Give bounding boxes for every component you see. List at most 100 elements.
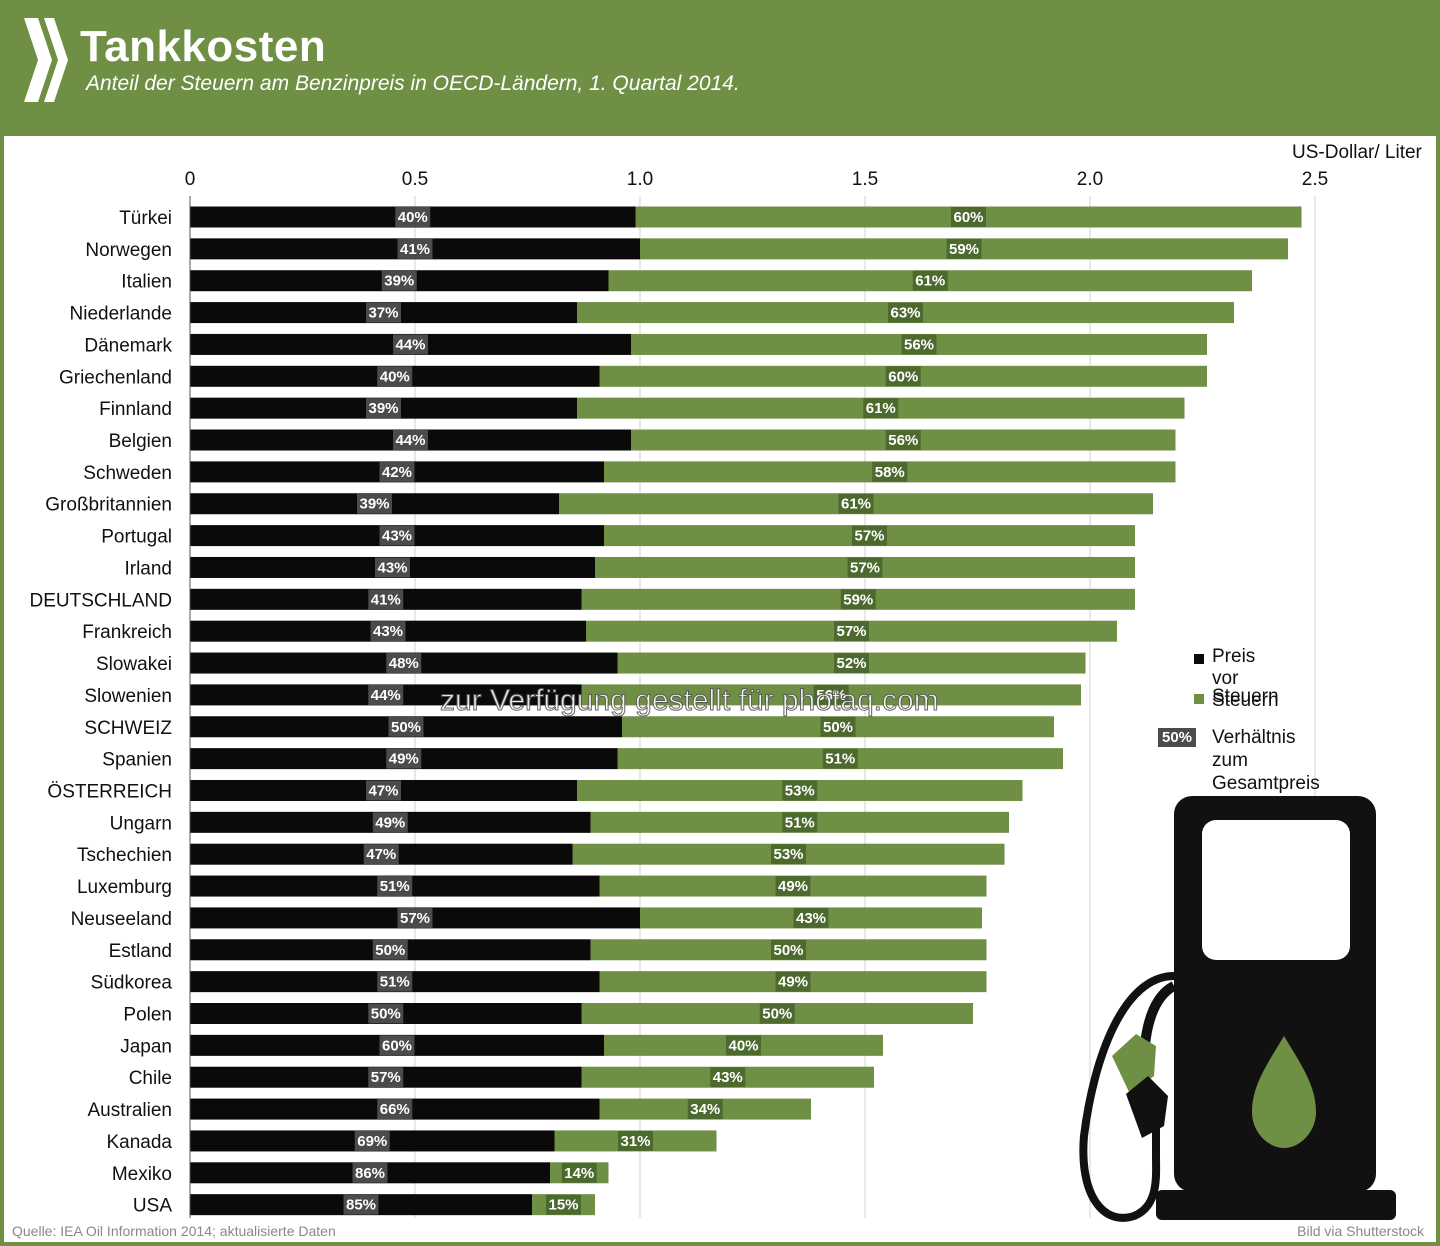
ratio-badge-label: 49% [778,878,808,895]
ratio-badge-label: 14% [564,1165,594,1182]
ratio-badge [775,971,811,992]
ratio-badge-label: 50% [773,942,803,959]
ratio-badge-label: 47% [366,846,396,863]
ratio-badge [366,302,401,323]
ratio-badge [872,461,908,482]
category-label: Dänemark [84,335,172,356]
ratio-badge [813,684,849,705]
ratio-badge [782,812,818,833]
ratio-badge-label: 43% [373,623,403,640]
ratio-badge [370,621,406,642]
ratio-badge [951,207,986,227]
ratio-badge [834,653,869,674]
ratio-badge-label: 51% [785,814,815,831]
category-label: DEUTSCHLAND [29,590,172,611]
category-label: Schweden [83,463,172,484]
ratio-badge [546,1194,581,1215]
category-label: Neuseeland [71,909,172,930]
ratio-badge-label: 60% [382,1037,412,1054]
ratio-badge [782,780,818,801]
x-tick-label: 2.0 [1077,169,1103,190]
category-label: Slowakei [96,654,172,675]
ratio-badge [352,1162,388,1183]
bar-chart: 0 0.5 1.0 1.5 2.0 2.5 Türkei 40% 60% Norwegen 41% 5… [29,169,1328,1218]
ratio-badge [775,876,811,897]
category-label: Großbritannien [45,495,172,516]
ratio-badge [793,907,829,928]
ratio-badge-label: 40% [398,209,428,226]
ratio-badge [618,1130,653,1151]
category-label: Luxemburg [77,877,172,898]
ratio-badge [377,366,413,387]
ratio-badge [863,398,899,419]
ratio-badge [397,907,433,928]
category-label: Irland [124,558,172,579]
x-tick-label: 0.5 [402,169,428,190]
category-label: ÖSTERREICH [47,781,172,802]
fuel-drop-icon [1252,1036,1316,1148]
ratio-badge-label: 43% [713,1069,743,1086]
legend-ratio-badge: 50% [1158,728,1197,747]
ratio-badge [386,653,422,674]
ratio-badge-label: 60% [953,209,983,226]
ratio-badge-label: 51% [380,878,410,895]
ratio-badge [375,557,410,578]
ratio-badge-label: 63% [890,305,920,322]
ratio-badge [377,971,413,992]
category-label: Finnland [99,399,172,420]
ratio-badge [393,430,428,451]
category-label: Türkei [119,208,172,229]
ratio-badge [366,780,401,801]
ratio-badge [379,1035,415,1056]
ratio-badge-label: 31% [620,1133,650,1150]
ratio-badge [771,844,806,865]
ratio-badge-label: 57% [850,559,880,576]
ratio-badge [386,748,422,769]
category-label: Spanien [102,750,172,771]
header: Tankkosten Anteil der Steuern am Benzinp… [0,0,1440,136]
category-label: Italien [121,272,172,293]
x-tick-label: 1.5 [852,169,878,190]
ratio-badge-label: 44% [395,336,425,353]
ratio-badge-label: 50% [371,1006,401,1023]
ratio-badge [687,1099,723,1120]
category-label: Mexiko [112,1164,172,1185]
legend-ratio-line2: Gesamtpreis [1212,773,1320,794]
ratio-badge [834,621,869,642]
category-label: Belgien [109,431,172,452]
category-label: Frankreich [82,622,172,643]
ratio-badge-label: 66% [380,1101,410,1118]
ratio-badge-label: 44% [395,432,425,449]
ratio-badge [379,461,415,482]
ratio-badge [726,1035,761,1056]
ratio-badge-label: 41% [400,241,430,258]
ratio-badge-label: 43% [382,528,412,545]
ratio-badge [354,1130,390,1151]
category-label: Niederlande [70,304,172,325]
category-label: Ungarn [110,813,172,834]
ratio-badge [377,876,413,897]
ratio-badge-label: 57% [371,1069,401,1086]
category-label: Chile [129,1068,172,1089]
ratio-badge-label: 57% [854,528,884,545]
ratio-badge [822,748,858,769]
category-label: Polen [123,1005,172,1026]
source-note: Quelle: IEA Oil Information 2014; aktual… [12,1223,336,1239]
oecd-chevron-logo-icon [24,18,68,102]
category-label: Slowenien [84,686,172,707]
ratio-badge [820,716,856,737]
ratio-badge [395,207,431,227]
ratio-badge-label: 40% [380,368,410,385]
ratio-badge [366,398,401,419]
page-subtitle: Anteil der Steuern am Benzinpreis in OEC… [86,72,740,95]
category-label: Estland [109,941,172,962]
ratio-badge-label: 39% [384,273,414,290]
ratio-badge [363,844,399,865]
ratio-badge [372,939,408,960]
ratio-badge [388,716,424,737]
ratio-badge-label: 53% [773,846,803,863]
ratio-badge [888,302,923,323]
ratio-badge-label: 52% [836,655,866,672]
category-label: Japan [120,1036,172,1057]
ratio-badge-label: 43% [377,559,407,576]
